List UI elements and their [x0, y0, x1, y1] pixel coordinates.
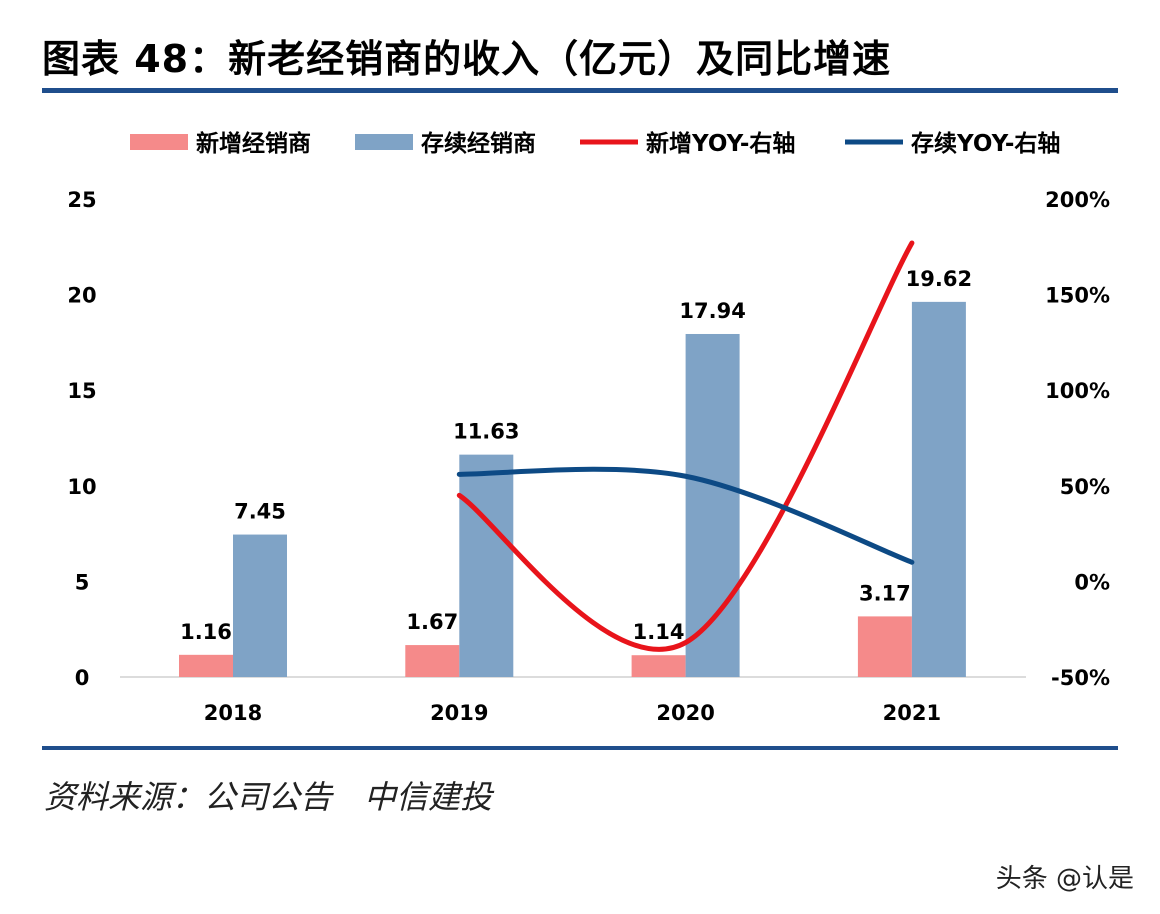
- legend-label: 新增经销商: [196, 130, 311, 157]
- left-tick-label: 10: [67, 475, 96, 499]
- legend: 新增经销商 存续经销商 新增YOY-右轴 存续YOY-右轴: [130, 130, 1060, 157]
- legend-swatch: [130, 134, 188, 150]
- legend-label: 存续经销商: [421, 130, 536, 157]
- x-tick-label: 2020: [656, 701, 714, 725]
- right-tick-label: 100%: [1045, 379, 1110, 403]
- right-tick-label: 50%: [1060, 475, 1110, 499]
- data-label: 11.63: [453, 420, 519, 444]
- data-label: 7.45: [234, 500, 286, 524]
- right-tick-label: 200%: [1045, 188, 1110, 212]
- x-tick-label: 2021: [883, 701, 941, 725]
- right-tick-label: 0%: [1074, 570, 1110, 594]
- left-tick-label: 20: [67, 284, 96, 308]
- bar-存续经销商: [911, 301, 966, 677]
- left-tick-label: 25: [67, 188, 96, 212]
- bar-新增经销商: [857, 616, 912, 677]
- top-rule: [42, 88, 1118, 93]
- bar-新增经销商: [405, 645, 460, 677]
- bottom-rule: [42, 746, 1118, 750]
- legend-label: 存续YOY-右轴: [911, 130, 1060, 157]
- line-新增YOY-右轴: [456, 240, 915, 652]
- data-label: 1.16: [180, 620, 232, 644]
- line-存续YOY-右轴: [456, 466, 915, 565]
- watermark: 头条 @认是: [995, 864, 1134, 894]
- x-tick-label: 2019: [430, 701, 488, 725]
- data-label: 1.67: [406, 610, 458, 634]
- bar-新增经销商: [631, 655, 686, 677]
- bar-存续经销商: [233, 534, 287, 677]
- left-tick-label: 5: [75, 570, 90, 594]
- right-tick-label: 150%: [1045, 284, 1110, 308]
- bar-存续经销商: [685, 333, 740, 677]
- legend-swatch: [355, 134, 413, 150]
- legend-label: 新增YOY-右轴: [646, 130, 795, 157]
- source-note: 资料来源：公司公告 中信建投: [44, 778, 493, 816]
- bar-新增经销商: [179, 654, 233, 677]
- data-label: 3.17: [859, 581, 911, 605]
- left-tick-label: 15: [67, 379, 96, 403]
- chart-title: 图表 48：新老经销商的收入（亿元）及同比增速: [42, 37, 892, 81]
- data-label: 17.94: [679, 299, 745, 323]
- x-tick-label: 2018: [204, 701, 262, 725]
- bar-存续经销商: [459, 454, 514, 677]
- left-tick-label: 0: [75, 666, 90, 690]
- data-label: 19.62: [906, 267, 972, 291]
- data-label: 1.14: [633, 620, 685, 644]
- right-tick-label: -50%: [1051, 666, 1110, 690]
